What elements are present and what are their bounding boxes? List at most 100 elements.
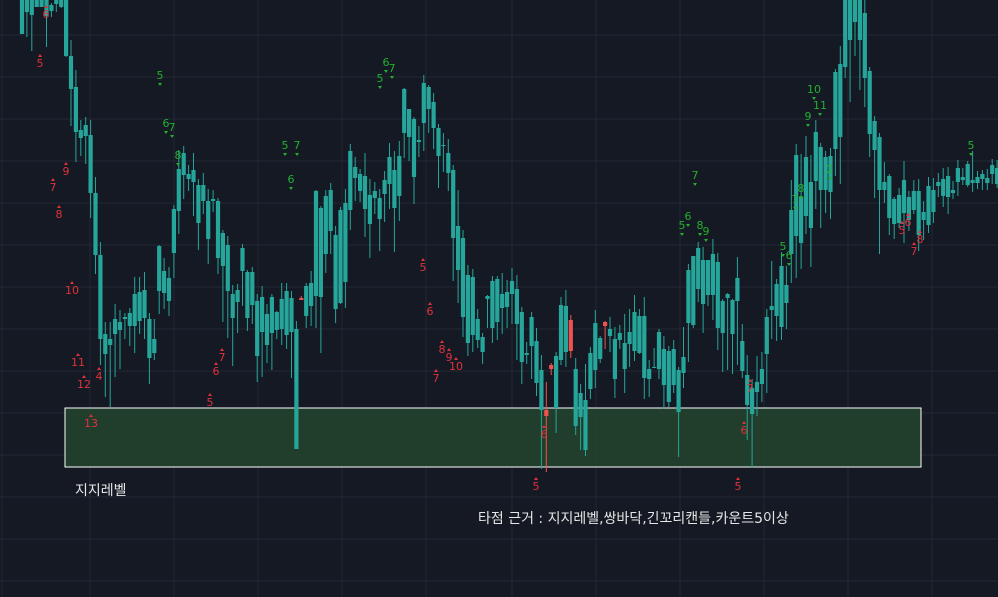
candle-body <box>372 191 377 198</box>
candle-body <box>309 283 314 306</box>
candle <box>833 69 838 176</box>
candle <box>367 179 372 258</box>
candle-body <box>784 285 789 303</box>
td-count-down: 5 <box>207 393 214 409</box>
td-count-up: 5 <box>780 240 787 257</box>
candle-body <box>848 0 853 40</box>
candle <box>225 236 230 338</box>
candle <box>696 242 701 302</box>
td-count-label: 7 <box>219 351 226 364</box>
td-count-arrow <box>812 97 816 100</box>
candle-body <box>402 89 407 133</box>
td-count-down: 6 <box>213 362 220 378</box>
candle <box>857 0 862 90</box>
candle <box>446 139 451 191</box>
candle-body <box>34 0 39 7</box>
candle-body <box>652 367 657 368</box>
td-count-arrow <box>64 162 68 165</box>
td-count-label: 11 <box>813 99 827 112</box>
candle-body <box>39 0 44 7</box>
candle <box>583 364 588 456</box>
td-count-up: 6 <box>786 249 793 266</box>
td-count-arrow <box>295 153 299 156</box>
candle-body <box>323 196 328 254</box>
td-count-up: 5 <box>282 139 289 156</box>
candle-body <box>519 312 524 362</box>
td-count-arrow <box>289 187 293 190</box>
candle-body <box>563 306 568 352</box>
candle <box>603 321 608 349</box>
td-count-arrow <box>736 477 740 480</box>
td-count-down: 9 <box>446 348 453 364</box>
candle-body <box>705 260 711 295</box>
td-count-label: 6 <box>43 8 50 21</box>
td-count-up: 5 <box>157 69 164 86</box>
td-count-arrow <box>534 477 538 480</box>
td-count-up: 5 <box>377 72 384 89</box>
candle-body <box>509 281 515 294</box>
candle-body <box>568 320 573 351</box>
candle-body <box>661 349 666 385</box>
td-count-label: 5 <box>899 224 906 237</box>
candle-body <box>759 369 764 384</box>
candle <box>701 247 706 333</box>
candle-body <box>598 338 603 359</box>
td-count-down: 6 <box>541 425 548 441</box>
td-count-label: 6 <box>427 305 434 318</box>
candle-body <box>157 246 162 291</box>
td-count-label: 8 <box>798 182 805 195</box>
candle-body <box>941 179 946 196</box>
candle <box>377 189 382 251</box>
candle-body <box>975 177 980 183</box>
candle-body <box>88 135 93 193</box>
candle <box>206 189 211 264</box>
candle-body <box>137 292 142 321</box>
candle <box>353 157 358 201</box>
candle <box>127 308 132 346</box>
td-count-arrow <box>158 83 162 86</box>
td-count-down: 6 <box>741 421 748 437</box>
candle <box>686 264 691 362</box>
candle <box>892 197 897 239</box>
candle <box>911 180 916 214</box>
td-count-arrow <box>454 357 458 360</box>
td-count-label: 5 <box>420 261 427 274</box>
candle-body <box>745 375 750 405</box>
candle <box>671 340 676 393</box>
candle <box>764 309 769 393</box>
candle-body <box>171 209 176 253</box>
td-count-arrow <box>542 425 546 428</box>
candle <box>255 294 260 382</box>
candle <box>294 321 299 449</box>
td-count-up: 7 <box>389 62 396 79</box>
candle <box>593 310 598 388</box>
candle-body <box>862 13 867 78</box>
candle-body <box>421 83 426 123</box>
candle-body <box>808 182 813 228</box>
candle <box>578 384 583 450</box>
candle-body <box>313 191 319 296</box>
candle <box>985 169 990 190</box>
candle-body <box>451 170 456 238</box>
candle-body <box>534 341 539 383</box>
candle-body <box>382 180 387 194</box>
candle <box>24 0 29 37</box>
candle <box>397 141 402 221</box>
candle-body <box>490 281 495 328</box>
candle-body <box>901 180 907 213</box>
td-count-down: 8 <box>439 340 446 356</box>
candle-body <box>93 193 98 255</box>
candle <box>950 181 956 199</box>
candle <box>431 93 436 149</box>
candle <box>514 275 519 360</box>
candle-body <box>603 322 608 326</box>
candle-body <box>274 312 279 330</box>
candle-body <box>637 316 642 353</box>
candle-body <box>950 190 956 193</box>
td-count-arrow <box>969 153 973 156</box>
td-count-down: 6 <box>427 302 434 318</box>
candle <box>955 160 960 196</box>
candle <box>882 162 887 203</box>
td-count-arrow <box>793 207 797 210</box>
candle <box>921 201 926 240</box>
